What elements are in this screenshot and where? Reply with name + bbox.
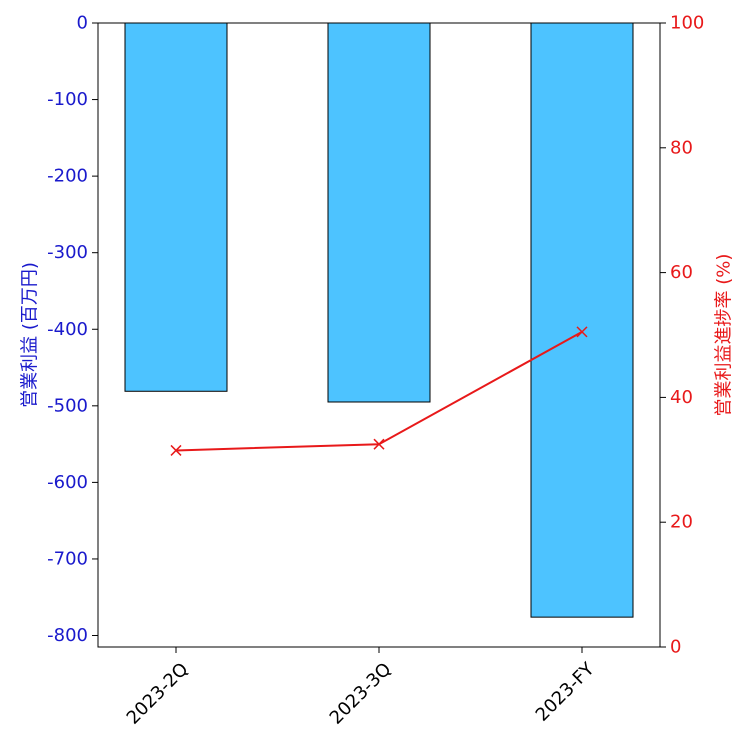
progress-point-2023-2Q	[170, 444, 182, 456]
marker-stroke	[170, 444, 182, 456]
marker-stroke	[576, 326, 588, 338]
right-tick-label: 40	[670, 387, 693, 408]
marker-stroke	[373, 438, 385, 450]
right-tick-label: 0	[670, 637, 681, 658]
x-tick-label: 2023-3Q	[326, 659, 396, 729]
left-tick-label: -800	[47, 625, 88, 646]
x-tick-label: 2023-FY	[532, 658, 600, 726]
left-axis-title: 営業利益 (百万円)	[20, 262, 41, 408]
left-tick-label: -600	[47, 472, 88, 493]
x-axis: 2023-2Q 2023-3Q 2023-FY	[123, 647, 600, 729]
left-tick-label: -100	[47, 89, 88, 110]
progress-point-2023-3Q	[373, 438, 385, 450]
bar-2023-3Q	[327, 22, 431, 403]
left-tick-label: -400	[47, 319, 88, 340]
right-tick-label: 60	[670, 262, 693, 283]
left-tick-label: -700	[47, 548, 88, 569]
bar-2023-FY	[530, 22, 634, 618]
right-axis: 0 20 40 60 80 100	[660, 13, 704, 658]
right-axis-title: 営業利益進捗率 (%)	[714, 254, 735, 417]
bar-group	[124, 22, 634, 618]
left-tick-label: -200	[47, 166, 88, 187]
left-tick-label: 0	[77, 13, 88, 34]
left-axis: 0 -100 -200 -300 -400 -500 -600 -700 -800	[47, 13, 98, 646]
right-tick-label: 80	[670, 137, 693, 158]
progress-point-2023-FY	[576, 326, 588, 338]
right-tick-label: 100	[670, 13, 704, 34]
right-tick-label: 20	[670, 512, 693, 533]
left-tick-label: -500	[47, 395, 88, 416]
left-tick-label: -300	[47, 242, 88, 263]
progress-line-group	[170, 326, 588, 456]
bar-2023-2Q	[124, 22, 228, 392]
x-tick-label: 2023-2Q	[123, 659, 193, 729]
